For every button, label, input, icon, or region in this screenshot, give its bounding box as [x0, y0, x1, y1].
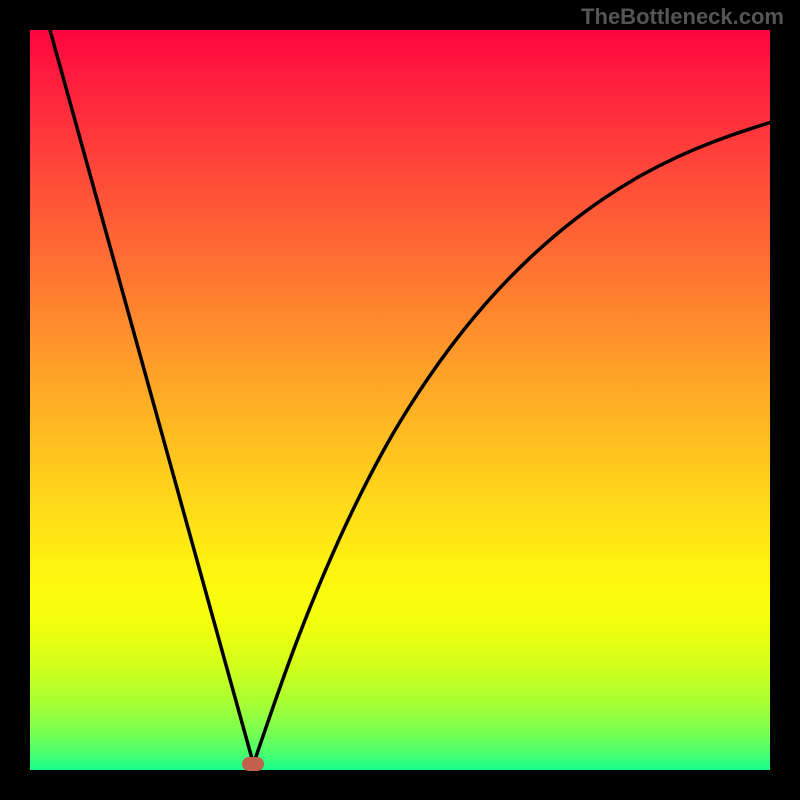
chart-container: TheBottleneck.com — [0, 0, 800, 800]
gradient-background — [30, 30, 770, 770]
minimum-marker — [242, 757, 264, 771]
plot-area — [30, 30, 770, 770]
watermark-text: TheBottleneck.com — [581, 4, 784, 30]
gradient-rect — [30, 30, 770, 770]
